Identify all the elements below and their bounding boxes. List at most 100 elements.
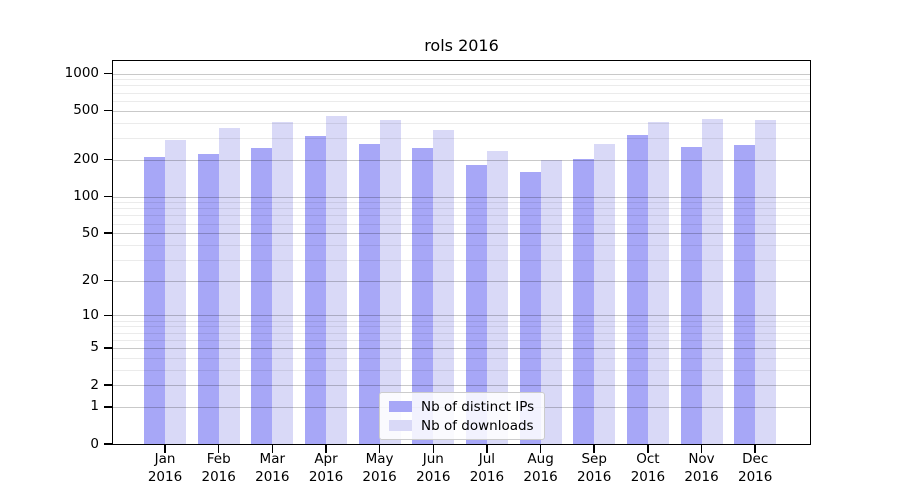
x-tick-label: Jan 2016: [130, 450, 200, 486]
x-tick-label-line: 2016: [308, 469, 344, 485]
x-tick-mark: [539, 445, 542, 453]
x-tick-label-line: Oct: [636, 451, 660, 467]
bar: [218, 127, 240, 444]
legend-item: Nb of distinct IPs: [389, 397, 534, 416]
bar: [272, 122, 294, 444]
y-tick-mark: [104, 279, 112, 282]
bar: [379, 119, 401, 444]
x-tick-label-line: Aug: [527, 451, 554, 467]
y-tick-label: 10: [81, 306, 99, 323]
x-tick-mark: [754, 445, 756, 453]
x-tick-label-line: 2016: [684, 469, 719, 485]
x-tick-label-line: Dec: [742, 451, 769, 467]
x-tick-label-line: 2016: [362, 469, 397, 485]
x-tick-label-line: 2016: [630, 469, 666, 485]
x-tick-label: Nov 2016: [667, 450, 737, 486]
legend: Nb of distinct IPs Nb of downloads: [379, 392, 546, 440]
x-tick-label-line: Mar: [259, 451, 286, 467]
y-tick-label: 1000: [64, 65, 99, 81]
y-tick-label: 50: [81, 224, 99, 241]
y-tick-label: 500: [73, 102, 99, 119]
x-tick-mark: [325, 445, 327, 453]
x-tick-label-line: 2016: [469, 469, 505, 485]
bar: [486, 150, 508, 444]
x-tick-mark: [271, 445, 274, 453]
bar: [647, 122, 669, 444]
x-tick-mark: [486, 445, 488, 453]
x-tick-mark: [378, 445, 381, 453]
x-tick-label-line: Jul: [478, 451, 496, 467]
y-tick-mark: [104, 109, 112, 112]
x-tick-label-line: May: [365, 451, 394, 467]
x-tick-label-line: 2016: [147, 469, 183, 485]
x-tick-label-line: 2016: [523, 469, 558, 485]
x-tick-label-line: 2016: [738, 469, 773, 485]
x-tick-label: Jul 2016: [452, 450, 522, 486]
legend-swatch-downloads: [389, 420, 412, 431]
y-tick-label: 2: [90, 376, 99, 393]
bar: [734, 145, 756, 444]
x-tick-label-line: Apr: [314, 451, 338, 467]
legend-swatch-distinct-ips: [389, 401, 412, 412]
x-tick-label: May 2016: [345, 450, 415, 486]
bar: [304, 136, 326, 444]
x-tick-mark: [647, 445, 649, 453]
x-tick-mark: [164, 445, 166, 453]
x-tick-mark: [700, 445, 703, 453]
bar: [594, 144, 616, 444]
y-tick-label: 20: [81, 272, 99, 289]
x-tick-label: Oct 2016: [613, 450, 683, 486]
bar: [197, 154, 219, 444]
y-tick-mark: [104, 158, 112, 161]
x-tick-mark: [217, 445, 220, 453]
bar: [325, 115, 347, 444]
y-tick-label: 0: [90, 435, 99, 452]
plot-area: 1000 500 200 100 50 20 10 5 2 1 0 Jan 2016 Feb 2016 Mar…: [65, 60, 811, 486]
bar: [144, 157, 165, 444]
x-tick-label-line: 2016: [201, 469, 236, 485]
y-tick-label: 5: [90, 339, 99, 356]
bar: [519, 171, 541, 444]
chart-title: rols 2016: [424, 36, 499, 55]
bar: [755, 120, 777, 444]
y-tick-mark: [104, 347, 112, 349]
bar: [573, 158, 595, 444]
y-tick-mark: [104, 232, 112, 234]
x-tick-label: Dec 2016: [720, 450, 790, 486]
x-tick-label-line: 2016: [577, 469, 612, 485]
y-tick-mark: [104, 72, 112, 75]
y-tick-mark: [104, 384, 112, 386]
x-tick-label-line: Jan: [154, 451, 176, 467]
x-tick-label-line: 2016: [416, 469, 451, 485]
x-tick-mark: [432, 445, 435, 453]
bar: [465, 164, 487, 444]
bar: [433, 130, 455, 444]
bar: [251, 148, 273, 444]
x-tick-label-line: Feb: [206, 451, 231, 467]
legend-label: Nb of downloads: [421, 417, 534, 434]
bar: [701, 119, 723, 444]
y-tick-label: 100: [73, 188, 99, 204]
y-tick-label: 1: [90, 398, 99, 415]
bar: [626, 135, 648, 444]
bar: [680, 146, 702, 444]
x-tick-label: Aug 2016: [506, 450, 576, 486]
bar: [540, 160, 562, 444]
axes-layer: 1000 500 200 100 50 20 10 5 2 1 0 Jan 2016 Feb 2016 Mar…: [65, 61, 810, 486]
bars-layer: [113, 61, 810, 444]
x-tick-label-line: 2016: [255, 469, 290, 485]
x-tick-label: Feb 2016: [184, 450, 254, 486]
x-tick-label: Jun 2016: [398, 450, 468, 486]
x-tick-label-line: Sep: [581, 451, 607, 467]
x-tick-label: Mar 2016: [237, 450, 307, 486]
y-tick-label: 200: [73, 151, 99, 168]
legend-item: Nb of downloads: [389, 416, 534, 435]
x-tick-label: Sep 2016: [559, 450, 629, 486]
y-tick-mark: [104, 406, 112, 408]
y-tick-mark: [104, 443, 112, 445]
y-tick-mark: [104, 195, 112, 198]
x-tick-mark: [593, 445, 595, 453]
x-tick-label-line: Jun: [422, 451, 444, 467]
bar: [412, 148, 434, 444]
